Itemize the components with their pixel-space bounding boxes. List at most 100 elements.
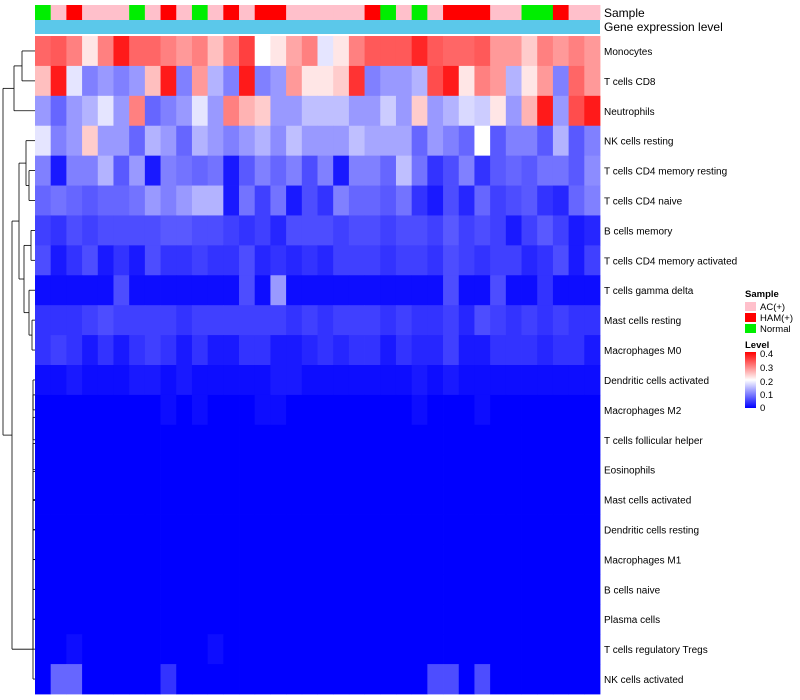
- legend-label-normal: Normal: [760, 324, 791, 335]
- heatmap-cell: [333, 365, 350, 396]
- heatmap-cell: [301, 454, 318, 486]
- sample-annotation-cell: [490, 5, 507, 20]
- heatmap-cell: [348, 484, 365, 515]
- heatmap-cell: [301, 664, 318, 695]
- heatmap-cell: [35, 634, 52, 665]
- heatmap-cell: [443, 484, 460, 515]
- heatmap-cell: [552, 125, 570, 157]
- heatmap-cell: [191, 574, 209, 605]
- heatmap-cell: [301, 65, 318, 97]
- heatmap-cell: [411, 604, 428, 635]
- heatmap-cell: [317, 634, 334, 665]
- sample-annotation-cell: [66, 5, 83, 20]
- heatmap-cell: [176, 514, 193, 545]
- heatmap-cell: [144, 185, 161, 216]
- heatmap-cell: [584, 604, 601, 635]
- row-label: T cells CD4 naive: [604, 197, 683, 208]
- heatmap-cell: [270, 484, 287, 515]
- heatmap-cell: [113, 155, 130, 186]
- heatmap-cell: [254, 424, 271, 456]
- heatmap-cell: [144, 365, 161, 396]
- heatmap-cell: [129, 604, 146, 635]
- heatmap-cell: [50, 574, 67, 605]
- heatmap-cell: [301, 305, 318, 336]
- heatmap-cell: [144, 335, 161, 366]
- heatmap-cell: [584, 185, 601, 216]
- heatmap-cell: [521, 604, 538, 635]
- heatmap-cell: [254, 394, 271, 426]
- heatmap-cell: [239, 394, 256, 426]
- row-label: Plasma cells: [604, 615, 660, 626]
- heatmap-cell: [176, 394, 193, 426]
- heatmap-cell: [254, 185, 271, 216]
- heatmap-cell: [505, 424, 522, 456]
- heatmap-cell: [380, 574, 397, 605]
- heatmap-cell: [239, 125, 256, 157]
- heatmap-cell: [191, 394, 209, 426]
- heatmap-cell: [395, 484, 413, 515]
- heatmap-cell: [301, 185, 318, 216]
- heatmap-cell: [286, 65, 303, 97]
- heatmap-cell: [82, 125, 99, 157]
- sample-annotation-bar: [35, 5, 601, 20]
- heatmap-cell: [129, 215, 146, 246]
- heatmap-cell: [301, 365, 318, 396]
- heatmap-cell: [113, 305, 130, 336]
- heatmap-cell: [223, 365, 240, 396]
- heatmap-cell: [584, 36, 601, 67]
- heatmap-cell: [411, 215, 428, 246]
- heatmap-cell: [254, 664, 271, 695]
- heatmap-cell: [537, 664, 554, 695]
- heatmap-cell: [50, 185, 67, 216]
- heatmap-cell: [380, 544, 397, 575]
- heatmap-cell: [411, 36, 428, 67]
- heatmap-cell: [380, 394, 397, 426]
- heatmap-cell: [348, 634, 365, 665]
- heatmap-cell: [505, 305, 522, 336]
- heatmap-cell: [317, 544, 334, 575]
- heatmap-cell: [239, 155, 256, 186]
- heatmap-cell: [443, 215, 460, 246]
- heatmap-cell: [458, 484, 475, 515]
- heatmap-cell: [191, 664, 209, 695]
- heatmap-cell: [129, 454, 146, 486]
- heatmap-cell: [160, 604, 177, 635]
- heatmap-cell: [191, 185, 209, 216]
- heatmap-cell: [411, 95, 428, 127]
- heatmap-cell: [427, 484, 444, 515]
- heatmap-cell: [270, 544, 287, 575]
- heatmap-cell: [176, 604, 193, 635]
- sample-annotation-cell: [537, 5, 554, 20]
- heatmap-cell: [552, 604, 570, 635]
- heatmap-cell: [191, 335, 209, 366]
- heatmap-cell: [97, 424, 114, 456]
- heatmap-cell: [270, 634, 287, 665]
- heatmap-cell: [223, 155, 240, 186]
- heatmap-cell: [458, 215, 475, 246]
- heatmap-cell: [364, 574, 381, 605]
- heatmap-cell: [113, 65, 130, 97]
- heatmap-cell: [521, 215, 538, 246]
- heatmap-cell: [66, 394, 83, 426]
- heatmap-cell: [395, 544, 413, 575]
- sample-annotation-cell: [380, 5, 397, 20]
- heatmap-cell: [395, 245, 413, 276]
- sample-annotation-cell: [411, 5, 428, 20]
- heatmap-cell: [50, 454, 67, 486]
- heatmap-cell: [223, 664, 240, 695]
- heatmap-cell: [427, 155, 444, 186]
- heatmap-cell: [505, 394, 522, 426]
- heatmap-cell: [537, 36, 554, 67]
- heatmap-cell: [97, 125, 114, 157]
- heatmap-cell: [490, 335, 507, 366]
- heatmap-cell: [490, 36, 507, 67]
- heatmap-cell: [176, 574, 193, 605]
- heatmap-cell: [458, 664, 475, 695]
- heatmap-cell: [239, 365, 256, 396]
- heatmap-cell: [270, 215, 287, 246]
- heatmap-cell: [223, 424, 240, 456]
- sample-annotation-cell: [348, 5, 365, 20]
- heatmap-cell: [427, 664, 444, 695]
- heatmap-cell: [160, 544, 177, 575]
- heatmap-cell: [443, 394, 460, 426]
